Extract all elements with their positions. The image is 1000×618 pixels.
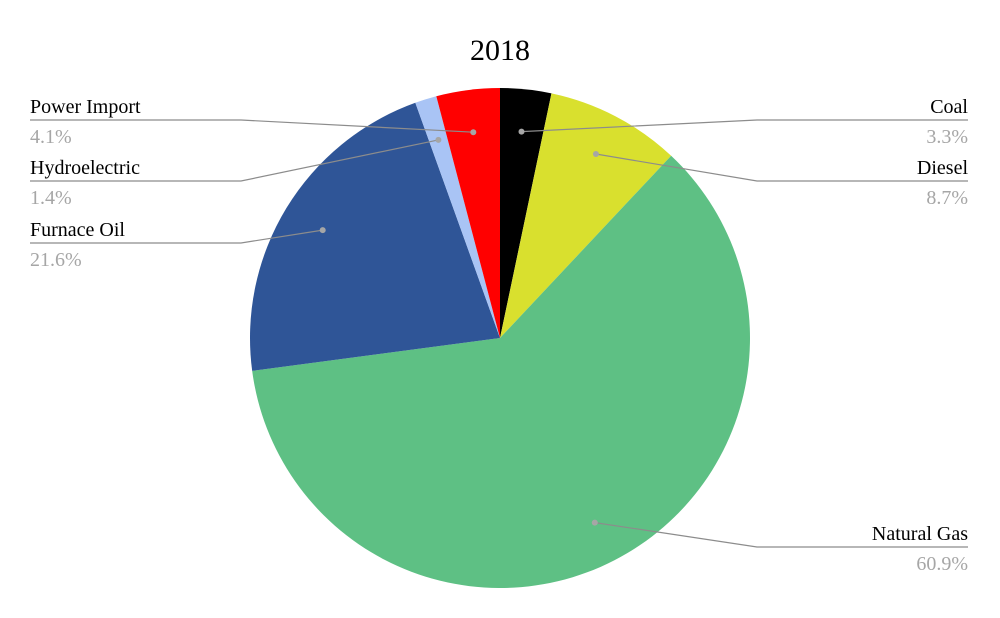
- leader-lines: [30, 119, 968, 548]
- leader-line-diesel: [595, 153, 968, 182]
- pie-slice-natural-gas: [252, 155, 750, 588]
- leader-dot-power-import: [470, 129, 477, 136]
- pie-slices: [249, 88, 750, 588]
- slice-value-natural-gas: 60.9%: [916, 553, 968, 575]
- slice-value-furnace-oil: 21.6%: [30, 249, 82, 271]
- leader-line-coal: [521, 119, 968, 133]
- leader-line-power-import: [30, 119, 474, 133]
- data-labels: Coal 3.3% Diesel 8.7% Natural Gas 60.9% Furnac…: [30, 96, 968, 575]
- slice-label-coal: Coal: [930, 96, 968, 118]
- chart-title: 2018: [470, 34, 530, 67]
- slice-label-hydroelectric: Hydroelectric: [30, 157, 140, 179]
- slice-value-coal: 3.3%: [926, 126, 968, 148]
- leader-line-natural-gas: [594, 522, 968, 548]
- leader-line-hydroelectric: [30, 139, 439, 182]
- slice-value-power-import: 4.1%: [30, 126, 72, 148]
- slice-label-diesel: Diesel: [917, 157, 969, 179]
- pie-slice-hydroelectric: [415, 96, 500, 338]
- slice-label-power-import: Power Import: [30, 96, 141, 118]
- pie-slice-coal: [500, 88, 552, 338]
- slice-value-hydroelectric: 1.4%: [30, 187, 72, 209]
- leader-dot-diesel: [592, 151, 599, 157]
- leader-dot-furnace-oil: [319, 227, 326, 234]
- pie-slice-diesel: [500, 93, 672, 338]
- slice-label-furnace-oil: Furnace Oil: [30, 219, 125, 241]
- pie-slice-power-import: [436, 88, 500, 338]
- slice-value-diesel: 8.7%: [926, 187, 968, 209]
- slice-label-natural-gas: Natural Gas: [872, 523, 968, 545]
- leader-line-furnace-oil: [30, 229, 323, 244]
- pie-slice-furnace-oil: [249, 102, 500, 371]
- leader-dot-coal: [518, 128, 525, 135]
- leader-dot-natural-gas: [591, 519, 598, 526]
- leader-dot-hydroelectric: [435, 136, 442, 143]
